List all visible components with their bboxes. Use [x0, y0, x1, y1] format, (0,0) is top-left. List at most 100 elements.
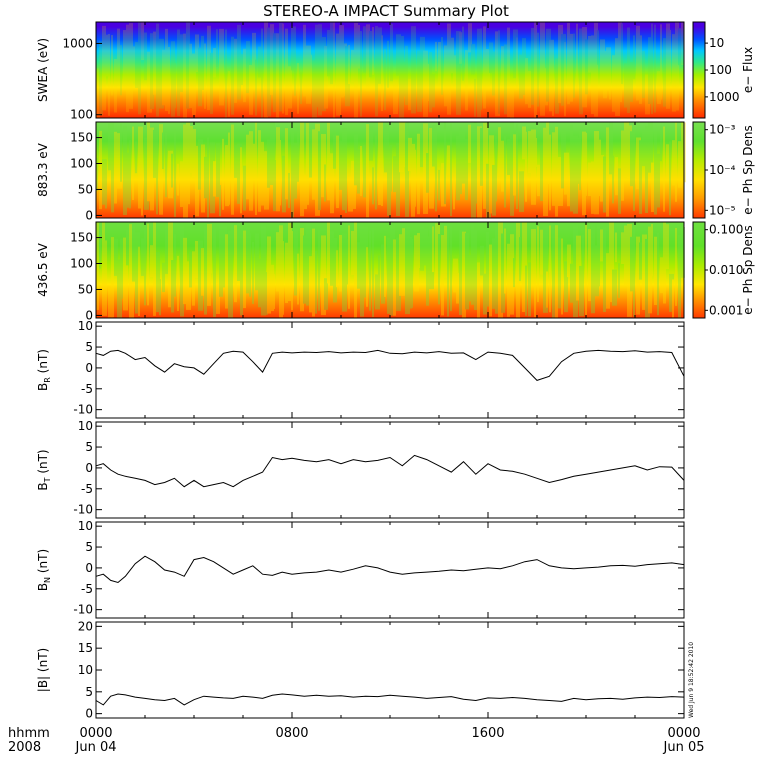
heatmap-stripe	[564, 261, 568, 313]
heatmap-stripe	[153, 222, 156, 316]
heatmap-stripe	[657, 232, 659, 316]
heatmap-stripe	[672, 140, 675, 186]
ytick-label-2-1: 50	[78, 282, 93, 296]
heatmap-stripe	[585, 39, 588, 95]
ytick-label-6-0: 20	[78, 619, 93, 633]
heatmap-stripe	[216, 29, 218, 67]
heatmap-stripe	[393, 239, 396, 316]
heatmap-stripe	[546, 28, 551, 102]
plot-bg-3	[96, 322, 684, 418]
heatmap-stripe	[378, 255, 380, 302]
plot-bg-6	[96, 622, 684, 718]
heatmap-stripe	[378, 122, 383, 205]
ytick-label-0-0: 100	[70, 108, 93, 122]
heatmap-stripe	[300, 72, 302, 104]
heatmap-stripe	[606, 47, 611, 91]
ytick-label-6-3: 5	[85, 685, 93, 699]
heatmap-stripe	[363, 144, 368, 198]
heatmap-stripe	[111, 237, 114, 318]
heatmap-stripe	[294, 43, 296, 96]
heatmap-stripe	[672, 279, 674, 318]
panel-4: 10 5 0 -5 -10 BT (nT)	[36, 419, 685, 519]
heatmap-stripe	[486, 231, 489, 307]
heatmap-stripe	[132, 126, 134, 201]
heatmap-stripe	[438, 169, 440, 201]
heatmap-stripe	[153, 31, 156, 95]
heatmap-stripe	[267, 139, 270, 188]
heatmap-stripe	[681, 22, 684, 65]
heatmap-stripe	[528, 262, 531, 317]
heatmap-stripe	[435, 223, 440, 284]
heatmap-stripe	[309, 133, 312, 178]
heatmap-stripe	[99, 130, 102, 210]
heatmap-stripe	[396, 34, 401, 76]
heatmap-stripe	[309, 54, 312, 92]
heatmap-stripe	[375, 274, 380, 310]
heatmap-stripe	[369, 230, 371, 311]
heatmap-stripe	[351, 230, 356, 275]
heatmap-stripe	[456, 273, 461, 304]
ytick-label-2-2: 100	[70, 257, 93, 271]
heatmap-stripe	[444, 45, 448, 107]
heatmap-stripe	[195, 34, 199, 73]
heatmap-stripe	[102, 222, 105, 316]
heatmap-stripe	[222, 138, 224, 210]
heatmap-stripe	[648, 226, 652, 314]
heatmap-stripe	[312, 129, 315, 200]
heatmap-stripe	[627, 223, 632, 317]
heatmap-stripe	[402, 61, 405, 97]
heatmap-stripe	[339, 140, 342, 190]
heatmap-stripe	[543, 222, 548, 313]
heatmap-stripe	[675, 22, 679, 111]
heatmap-stripe	[615, 232, 617, 263]
heatmap-stripe	[612, 155, 614, 204]
heatmap-stripe	[237, 143, 242, 204]
heatmap-stripe	[225, 29, 227, 118]
heatmap-stripe	[357, 242, 360, 289]
heatmap-stripe	[480, 28, 482, 110]
heatmap-stripe	[633, 35, 635, 80]
heatmap-stripe	[144, 137, 149, 210]
panel-0: e− Flux 10 100 1000 100 1000 SWEA (eV)	[36, 21, 755, 122]
heatmap-stripe	[537, 226, 539, 303]
heatmap-stripe	[393, 156, 397, 193]
heatmap-stripe	[453, 258, 458, 293]
heatmap-stripe	[201, 248, 205, 296]
heatmap-stripe	[99, 230, 101, 269]
heatmap-stripe	[168, 46, 170, 115]
heatmap-stripe	[363, 226, 368, 298]
panel-3: 10 5 0 -5 -10 BR (nT)	[36, 319, 685, 419]
heatmap-stripe	[165, 28, 168, 111]
heatmap-stripe	[501, 46, 506, 84]
heatmap-stripe	[126, 229, 130, 266]
heatmap-stripe	[276, 232, 280, 292]
heatmap-stripe	[447, 23, 451, 115]
heatmap-stripe	[156, 23, 159, 117]
heatmap-stripe	[519, 171, 524, 212]
heatmap-stripe	[261, 223, 266, 316]
heatmap-stripe	[342, 128, 347, 211]
heatmap-stripe	[453, 178, 455, 210]
heatmap-stripe	[618, 22, 622, 103]
heatmap-stripe	[336, 33, 341, 116]
heatmap-stripe	[138, 126, 143, 209]
heatmap-stripe	[669, 141, 671, 216]
heatmap-stripe	[663, 126, 665, 212]
heatmap-stripe	[468, 255, 471, 302]
heatmap-stripe	[507, 27, 510, 118]
heatmap-stripe	[531, 129, 536, 205]
heatmap-stripe	[219, 222, 223, 297]
heatmap-stripe	[666, 144, 669, 182]
heatmap-stripe	[387, 40, 389, 88]
heatmap-stripe	[648, 37, 652, 104]
heatmap-stripe	[333, 238, 337, 303]
heatmap-stripe	[528, 131, 531, 173]
ytick-label-3-2: 0	[85, 361, 93, 375]
heatmap-stripe	[594, 245, 599, 297]
heatmap-stripe	[612, 55, 617, 112]
heatmap-stripe	[231, 36, 234, 115]
heatmap-stripe	[141, 238, 144, 276]
heatmap-stripe	[210, 142, 215, 214]
heatmap-stripe	[525, 265, 527, 316]
heatmap-stripe	[195, 240, 198, 279]
